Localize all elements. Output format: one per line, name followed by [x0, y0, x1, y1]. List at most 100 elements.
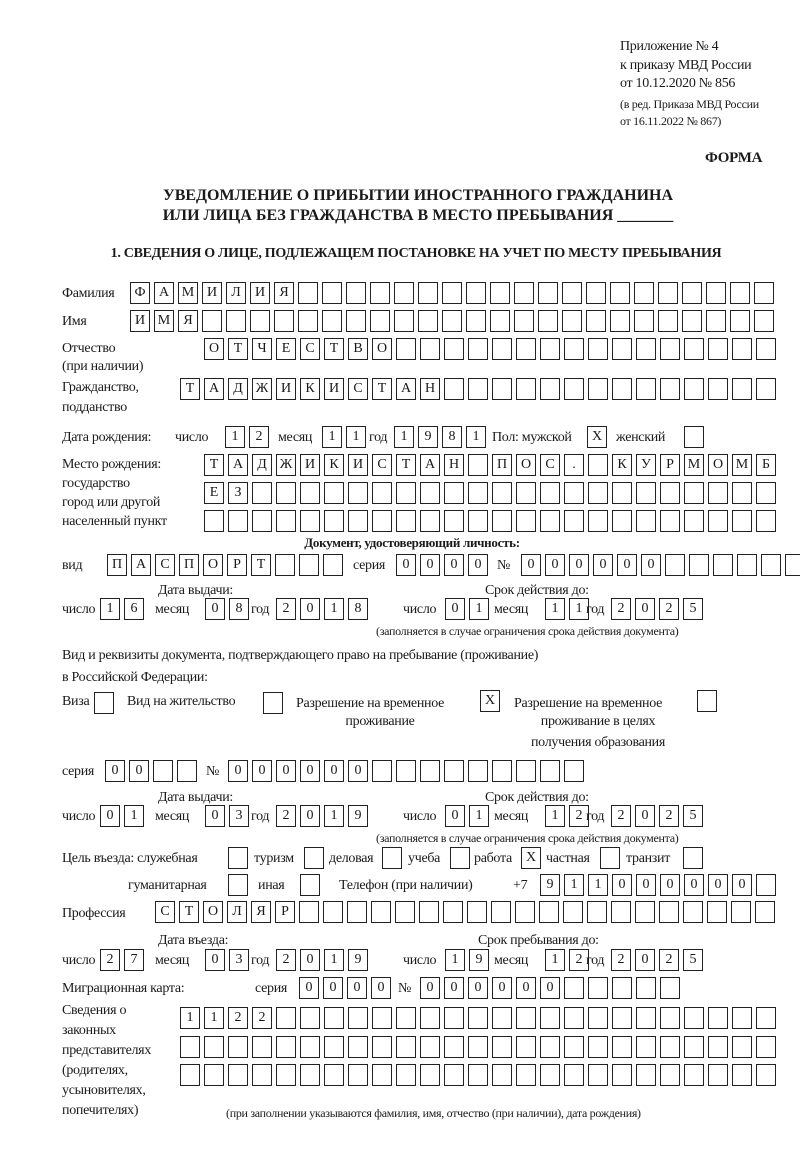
char-cell[interactable] [564, 378, 584, 400]
visa-checkbox[interactable] [94, 692, 114, 714]
char-cell[interactable] [612, 510, 632, 532]
char-cell[interactable] [420, 338, 440, 360]
char-cell[interactable] [274, 310, 294, 332]
char-cell[interactable] [276, 1036, 296, 1058]
char-cell[interactable]: О [203, 901, 223, 923]
char-cell[interactable] [540, 1007, 560, 1029]
char-cell[interactable] [490, 310, 510, 332]
char-cell[interactable] [466, 282, 486, 304]
char-cell[interactable]: 9 [348, 949, 368, 971]
char-cell[interactable] [491, 901, 511, 923]
checkbox-cell[interactable] [228, 847, 248, 869]
char-cell[interactable] [564, 1064, 584, 1086]
char-cell[interactable]: Т [251, 554, 271, 576]
char-cell[interactable] [370, 310, 390, 332]
char-cell[interactable] [612, 482, 632, 504]
char-cell[interactable] [514, 282, 534, 304]
char-cell[interactable] [180, 1064, 200, 1086]
char-cell[interactable]: 1 [225, 426, 245, 448]
char-cell[interactable]: Я [178, 310, 198, 332]
char-cell[interactable] [610, 282, 630, 304]
char-cell[interactable]: 1 [322, 426, 342, 448]
purpose-transit-checkbox[interactable] [683, 847, 703, 869]
char-cell[interactable] [684, 482, 704, 504]
char-cell[interactable]: 0 [444, 554, 464, 576]
char-cell[interactable] [732, 378, 752, 400]
char-cell[interactable]: О [204, 338, 224, 360]
char-cell[interactable] [706, 310, 726, 332]
char-cell[interactable] [706, 282, 726, 304]
char-cell[interactable]: А [396, 378, 416, 400]
char-cell[interactable] [418, 310, 438, 332]
char-cell[interactable] [443, 901, 463, 923]
char-cell[interactable]: С [540, 454, 560, 476]
char-cell[interactable]: 1 [100, 598, 120, 620]
char-cell[interactable] [444, 482, 464, 504]
char-cell[interactable]: Я [251, 901, 271, 923]
char-cell[interactable]: 2 [252, 1007, 272, 1029]
checkbox-cell[interactable] [300, 874, 320, 896]
char-cell[interactable] [468, 482, 488, 504]
char-cell[interactable] [396, 1007, 416, 1029]
char-cell[interactable]: 0 [660, 874, 680, 896]
char-cell[interactable]: 0 [540, 977, 560, 999]
char-cell[interactable]: 3 [229, 805, 249, 827]
char-cell[interactable]: 8 [229, 598, 249, 620]
char-cell[interactable] [516, 1036, 536, 1058]
char-cell[interactable] [396, 1064, 416, 1086]
char-cell[interactable] [635, 901, 655, 923]
char-cell[interactable] [660, 338, 680, 360]
char-cell[interactable] [492, 378, 512, 400]
char-cell[interactable] [420, 1007, 440, 1029]
char-cell[interactable] [252, 1064, 272, 1086]
char-cell[interactable] [322, 282, 342, 304]
char-cell[interactable]: Н [444, 454, 464, 476]
char-cell[interactable] [588, 454, 608, 476]
char-cell[interactable]: 0 [300, 949, 320, 971]
char-cell[interactable] [299, 901, 319, 923]
char-cell[interactable]: 1 [324, 805, 344, 827]
char-cell[interactable]: 1 [545, 805, 565, 827]
char-cell[interactable]: 1 [324, 949, 344, 971]
char-cell[interactable]: М [732, 454, 752, 476]
char-cell[interactable]: 6 [124, 598, 144, 620]
char-cell[interactable] [490, 282, 510, 304]
char-cell[interactable]: 0 [635, 805, 655, 827]
purpose-business-checkbox[interactable] [382, 847, 402, 869]
char-cell[interactable] [754, 310, 774, 332]
char-cell[interactable]: 0 [371, 977, 391, 999]
char-cell[interactable] [468, 510, 488, 532]
char-cell[interactable] [612, 1036, 632, 1058]
char-cell[interactable] [324, 1007, 344, 1029]
char-cell[interactable] [707, 901, 727, 923]
char-cell[interactable]: П [179, 554, 199, 576]
char-cell[interactable] [252, 482, 272, 504]
char-cell[interactable] [660, 1064, 680, 1086]
char-cell[interactable]: С [348, 378, 368, 400]
char-cell[interactable] [785, 554, 800, 576]
char-cell[interactable]: 0 [593, 554, 613, 576]
char-cell[interactable] [444, 378, 464, 400]
char-cell[interactable]: 0 [612, 874, 632, 896]
char-cell[interactable] [732, 1036, 752, 1058]
char-cell[interactable]: Н [420, 378, 440, 400]
char-cell[interactable]: 0 [636, 874, 656, 896]
char-cell[interactable] [564, 510, 584, 532]
char-cell[interactable]: 1 [469, 598, 489, 620]
char-cell[interactable]: 1 [545, 949, 565, 971]
char-cell[interactable] [684, 1064, 704, 1086]
char-cell[interactable]: 2 [611, 949, 631, 971]
char-cell[interactable]: 0 [300, 598, 320, 620]
char-cell[interactable]: И [276, 378, 296, 400]
char-cell[interactable]: 9 [540, 874, 560, 896]
char-cell[interactable] [588, 977, 608, 999]
char-cell[interactable]: 1 [394, 426, 414, 448]
char-cell[interactable]: О [372, 338, 392, 360]
